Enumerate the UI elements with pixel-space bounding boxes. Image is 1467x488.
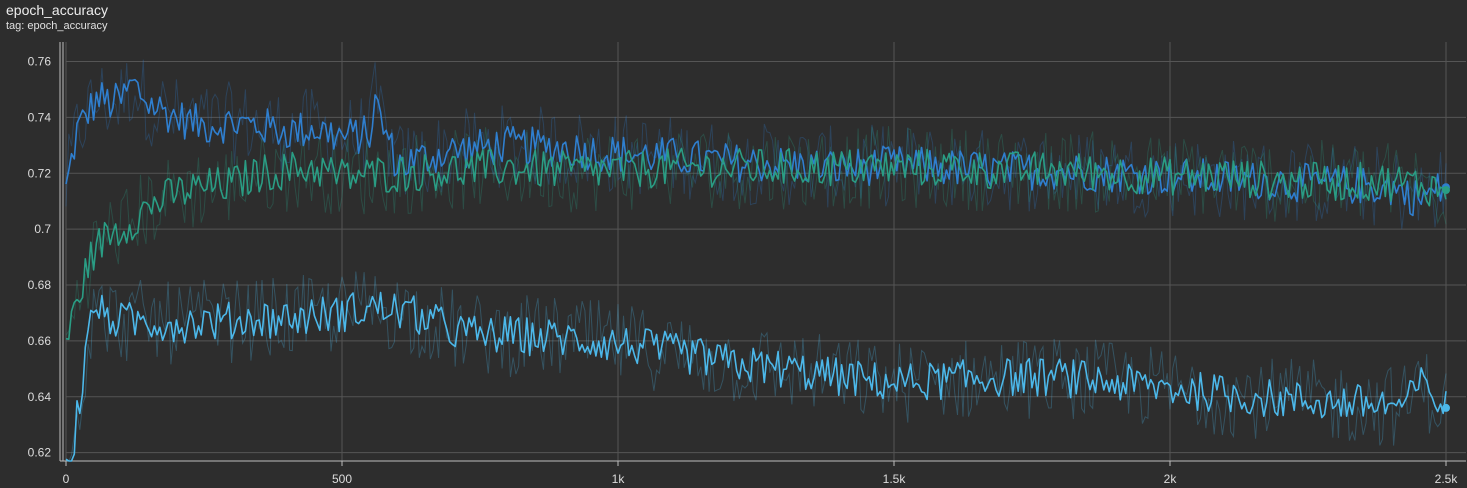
series-end-point[interactable]	[1442, 186, 1450, 195]
y-tick-label: 0.72	[28, 166, 52, 180]
x-tick-label: 1k	[612, 472, 626, 486]
x-tick-label: 2.5k	[1435, 472, 1459, 486]
x-tick-label: 500	[332, 472, 352, 486]
y-tick-label: 0.66	[28, 334, 52, 348]
series-line[interactable]	[65, 147, 1447, 340]
axes	[59, 42, 1466, 466]
chart-subtitle: tag: epoch_accuracy	[6, 20, 108, 32]
y-tick-label: 0.62	[28, 446, 52, 460]
y-tick-label: 0.74	[28, 110, 52, 124]
grid-lines	[65, 42, 1466, 461]
x-tick-label: 0	[63, 472, 70, 486]
series-line[interactable]	[65, 291, 1447, 462]
series-line[interactable]	[65, 78, 1447, 217]
series-end-point[interactable]	[1442, 403, 1450, 412]
x-tick-label: 1.5k	[883, 472, 907, 486]
y-tick-label: 0.7	[34, 222, 51, 236]
chart-header: epoch_accuracy tag: epoch_accuracy	[6, 2, 108, 33]
series-raw-line	[66, 271, 1447, 462]
y-tick-label: 0.76	[28, 55, 52, 69]
y-tick-label: 0.68	[28, 278, 52, 292]
tick-labels: 0.62 0.64 0.66 0.68 0.7 0.72 0.74 0.76 0 500 1k 1.5…	[28, 55, 1459, 486]
chart-title: epoch_accuracy	[6, 2, 108, 18]
y-tick-label: 0.64	[28, 390, 52, 404]
x-tick-label: 2k	[1164, 472, 1178, 486]
smoothed-series-layer	[65, 78, 1450, 462]
